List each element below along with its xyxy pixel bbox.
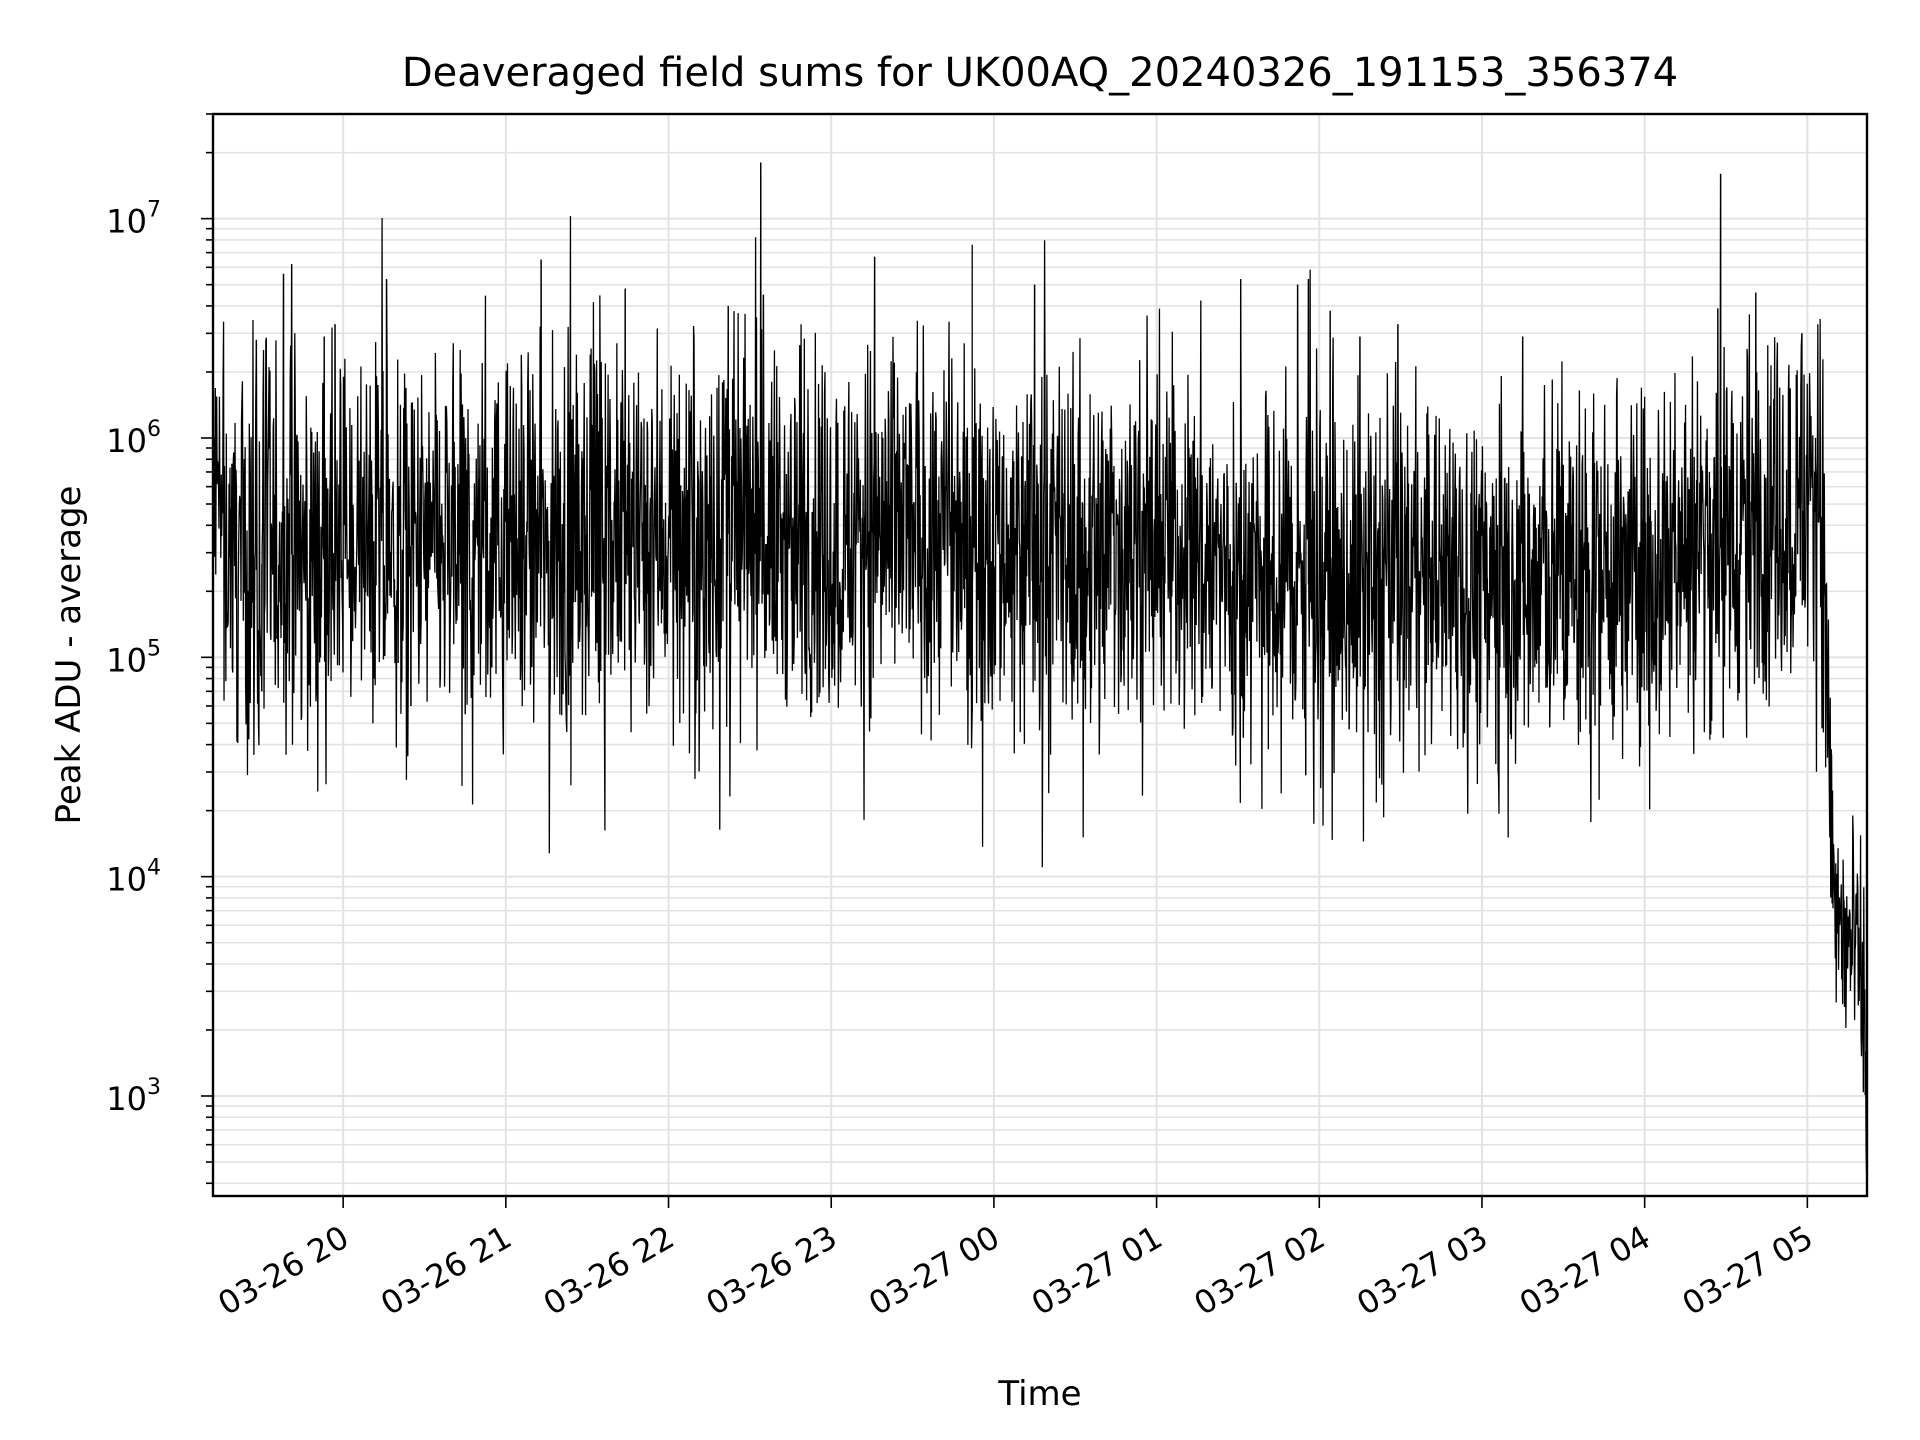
- x-axis-label: Time: [997, 1374, 1081, 1414]
- plot-frame: [211, 112, 1869, 1198]
- y-tick-exponent: 5: [147, 636, 161, 661]
- y-axis-label: Peak ADU - average: [49, 486, 89, 825]
- data-series: [212, 162, 1868, 1173]
- y-tick-exponent: 4: [147, 856, 161, 881]
- y-tick-exponent: 7: [147, 198, 161, 223]
- y-tick-exponent: 6: [147, 417, 161, 442]
- series-line: [212, 162, 1868, 1173]
- chart-title: Deaveraged field sums for UK00AQ_2024032…: [402, 50, 1678, 96]
- y-tick-exponent: 3: [147, 1075, 161, 1100]
